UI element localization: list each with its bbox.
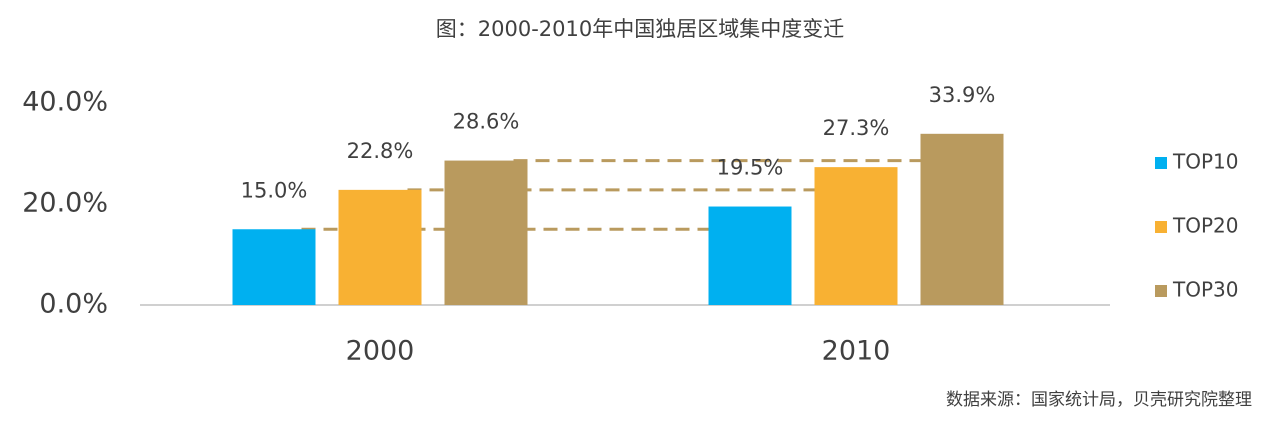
legend-swatch — [1155, 221, 1167, 233]
bar — [232, 229, 316, 305]
bar — [708, 206, 792, 305]
bar — [814, 167, 898, 305]
bar — [444, 160, 528, 305]
y-tick-label: 20.0% — [22, 188, 108, 219]
value-label: 33.9% — [929, 83, 996, 107]
source-note: 数据来源：国家统计局，贝壳研究院整理 — [946, 390, 1252, 410]
legend-label: TOP10 — [1172, 150, 1238, 174]
legend-swatch — [1155, 285, 1167, 297]
legend-swatch — [1155, 157, 1167, 169]
value-label: 22.8% — [347, 139, 414, 163]
value-label: 15.0% — [241, 178, 308, 202]
y-tick-label: 0.0% — [39, 289, 108, 320]
y-tick-label: 40.0% — [22, 87, 108, 118]
x-tick-label: 2000 — [346, 336, 415, 367]
legend-label: TOP20 — [1172, 214, 1238, 238]
value-label: 19.5% — [717, 156, 784, 180]
x-tick-label: 2010 — [822, 336, 891, 367]
bar — [920, 133, 1004, 305]
chart-title: 图：2000-2010年中国独居区域集中度变迁 — [436, 17, 844, 41]
value-label: 28.6% — [453, 110, 520, 134]
bar — [338, 189, 422, 305]
value-label: 27.3% — [823, 116, 890, 140]
legend-label: TOP30 — [1172, 278, 1238, 302]
